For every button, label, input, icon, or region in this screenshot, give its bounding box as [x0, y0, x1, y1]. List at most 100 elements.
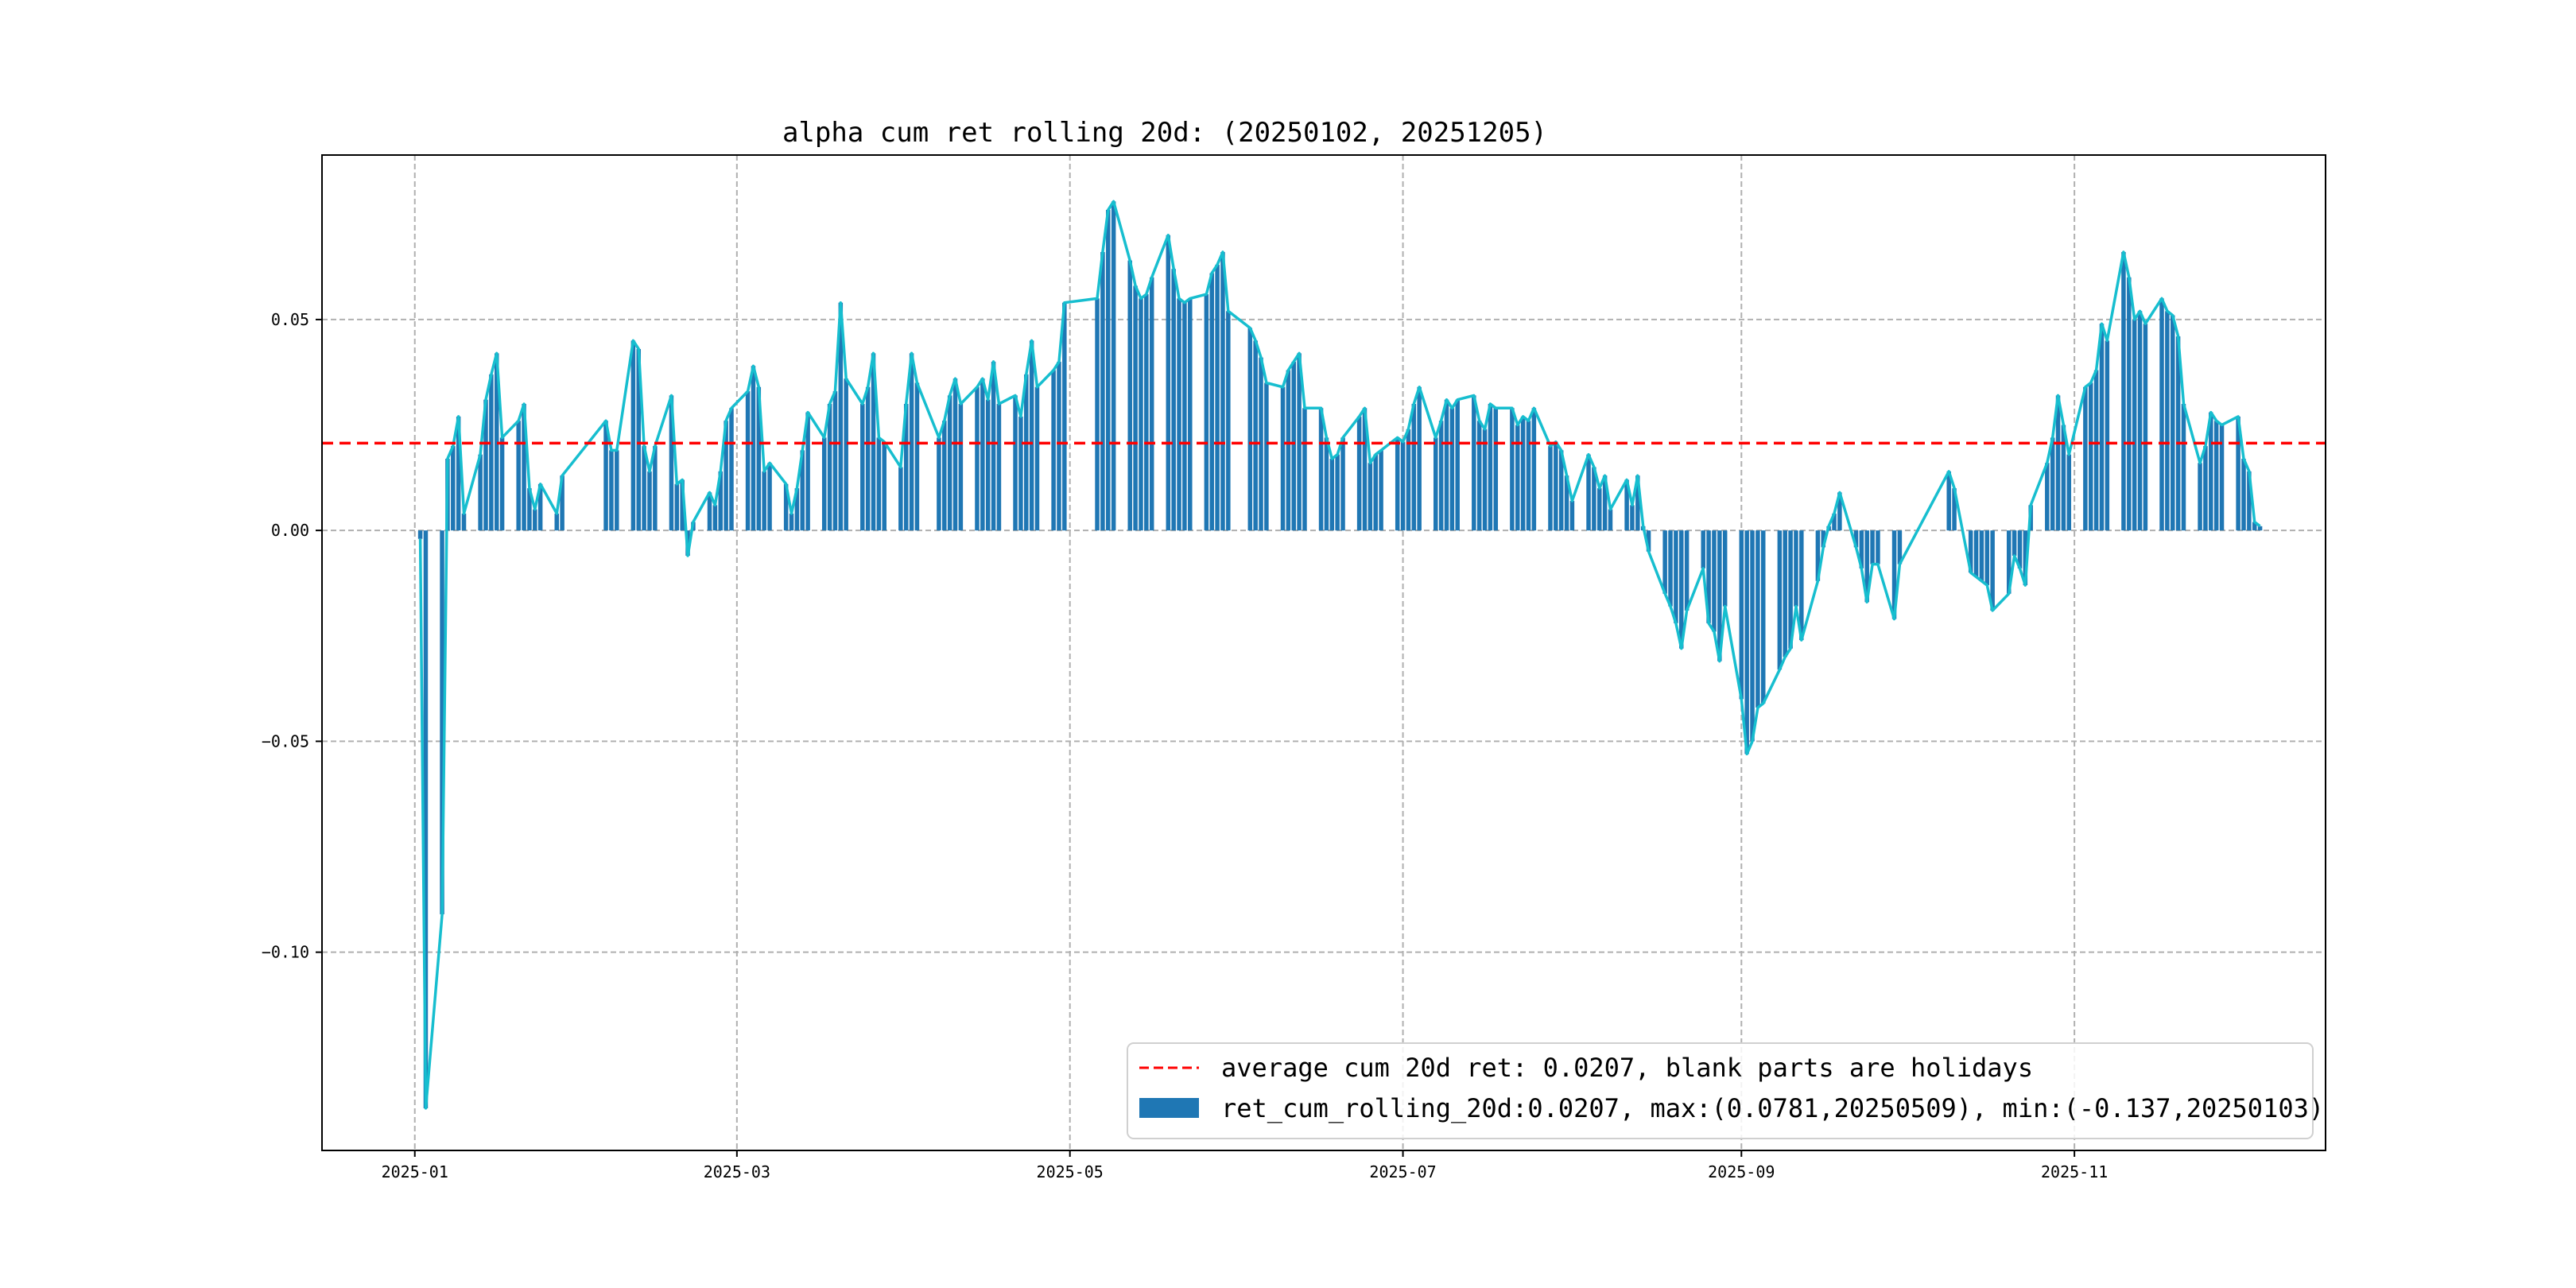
bar	[1488, 404, 1493, 531]
bar	[522, 404, 526, 531]
series-line	[418, 200, 2261, 1110]
bar	[876, 437, 882, 531]
bar	[2045, 463, 2050, 531]
bar	[1182, 302, 1187, 531]
bar	[642, 446, 646, 531]
bar	[805, 412, 810, 531]
bar	[718, 471, 723, 531]
bar	[707, 492, 712, 531]
bar	[1024, 374, 1029, 531]
bar	[909, 353, 914, 531]
bar	[560, 475, 564, 531]
bar	[1891, 530, 1897, 619]
bar	[1564, 475, 1569, 531]
bar	[489, 374, 494, 531]
bar	[636, 349, 642, 531]
bar	[762, 471, 766, 531]
bar	[1111, 201, 1116, 531]
bar	[1133, 285, 1138, 531]
bar	[1602, 475, 1608, 531]
bar	[2203, 446, 2208, 531]
bar	[1624, 479, 1629, 531]
bar	[499, 437, 505, 531]
bar	[2050, 437, 2055, 531]
bar	[980, 378, 985, 531]
bar	[2236, 416, 2240, 531]
bar	[653, 446, 658, 531]
bar	[865, 386, 871, 531]
bar	[1034, 386, 1040, 531]
bar	[832, 391, 838, 531]
bar	[2105, 340, 2110, 531]
x-tick-label: 2025-09	[1708, 1162, 1775, 1181]
bar	[1368, 463, 1373, 531]
bar	[1870, 530, 1875, 564]
bar	[2055, 395, 2061, 531]
bar	[2175, 336, 2181, 531]
bar	[1558, 450, 1564, 531]
bar	[1635, 475, 1640, 531]
bar	[2198, 463, 2202, 531]
bar	[2159, 298, 2164, 531]
bar	[991, 361, 996, 531]
bar-series	[417, 201, 2263, 1108]
bar	[2247, 471, 2252, 531]
bar	[2061, 425, 2066, 531]
bar	[937, 437, 941, 531]
bar	[1783, 530, 1787, 658]
bar	[1548, 446, 1553, 531]
bar	[1510, 408, 1515, 531]
bar	[1291, 361, 1296, 531]
bar	[1984, 530, 1990, 586]
bar	[1761, 530, 1766, 704]
bar	[1837, 492, 1842, 531]
bar	[1662, 530, 1667, 594]
bar	[794, 488, 800, 531]
bar	[1171, 269, 1176, 531]
bar	[2181, 404, 2186, 531]
bar	[2143, 324, 2148, 531]
bar	[1286, 370, 1291, 531]
bar	[1362, 408, 1368, 531]
bar	[2209, 412, 2213, 531]
bar	[1586, 454, 1591, 531]
bar	[1106, 209, 1111, 531]
bar	[1029, 340, 1034, 531]
bar	[1630, 505, 1635, 531]
bar	[2165, 311, 2170, 531]
bar	[494, 353, 499, 531]
y-tick-label: −0.05	[262, 731, 309, 751]
bar	[2170, 315, 2175, 531]
bar	[1668, 530, 1673, 607]
bar	[1569, 501, 1575, 531]
bar	[1188, 298, 1193, 531]
bar	[947, 395, 952, 531]
bar	[1794, 530, 1798, 607]
bar	[1608, 509, 1613, 531]
bar	[1482, 429, 1488, 531]
bar	[451, 446, 456, 531]
bar	[630, 340, 636, 531]
x-tick-label: 2025-11	[2041, 1162, 2108, 1181]
bar	[2219, 425, 2225, 531]
bar	[1968, 530, 1973, 573]
bar	[2252, 522, 2257, 531]
bar	[882, 441, 886, 531]
bar	[1531, 408, 1537, 531]
bar	[1526, 421, 1531, 531]
bar	[1226, 311, 1231, 531]
bar	[827, 404, 832, 531]
legend-average-label: average cum 20d ret: 0.0207, blank parts…	[1221, 1053, 2033, 1083]
bar	[1018, 416, 1023, 531]
bar	[1674, 530, 1678, 623]
bar	[1646, 530, 1651, 552]
bar	[2066, 454, 2072, 531]
bar	[800, 450, 805, 531]
bar	[1318, 408, 1324, 531]
bar	[1340, 437, 1345, 531]
bar	[1264, 382, 1269, 531]
bar	[527, 488, 532, 531]
bar	[1324, 437, 1329, 531]
bar	[1335, 454, 1340, 531]
bar	[985, 399, 991, 531]
